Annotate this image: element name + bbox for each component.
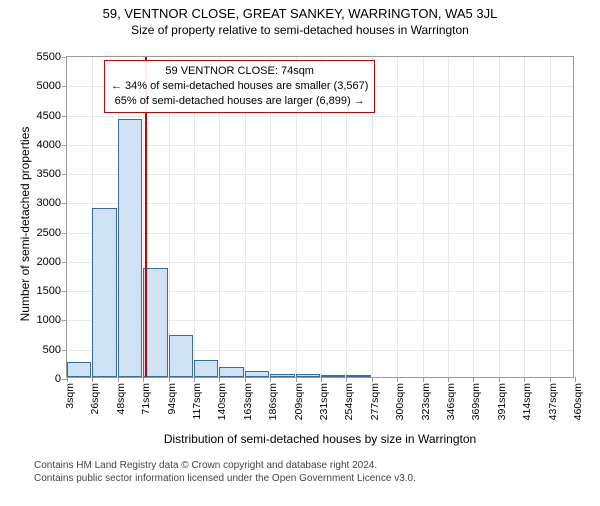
x-tick-label: 277sqm bbox=[369, 383, 381, 420]
histogram-bar bbox=[270, 374, 294, 378]
grid-line-v bbox=[550, 57, 551, 377]
y-tick-mark bbox=[62, 174, 67, 175]
grid-line-v bbox=[423, 57, 424, 377]
y-tick-label: 3500 bbox=[37, 168, 61, 180]
histogram-bar bbox=[67, 362, 91, 377]
x-tick-label: 117sqm bbox=[191, 383, 203, 420]
x-tick-mark bbox=[270, 377, 271, 382]
y-tick-mark bbox=[62, 233, 67, 234]
y-tick-mark bbox=[62, 57, 67, 58]
y-tick-label: 4000 bbox=[37, 139, 61, 151]
histogram-bar bbox=[92, 208, 116, 377]
x-tick-mark bbox=[92, 377, 93, 382]
x-tick-label: 323sqm bbox=[420, 383, 432, 420]
x-tick-label: 48sqm bbox=[115, 383, 127, 415]
y-tick-label: 2500 bbox=[37, 227, 61, 239]
x-tick-mark bbox=[499, 377, 500, 382]
x-tick-mark bbox=[397, 377, 398, 382]
x-tick-label: 300sqm bbox=[394, 383, 406, 420]
y-tick-mark bbox=[62, 350, 67, 351]
x-tick-mark bbox=[245, 377, 246, 382]
histogram-bar bbox=[169, 335, 193, 377]
x-tick-label: 71sqm bbox=[140, 383, 152, 415]
x-tick-label: 231sqm bbox=[318, 383, 330, 420]
histogram-bar bbox=[296, 374, 320, 378]
page-title: 59, VENTNOR CLOSE, GREAT SANKEY, WARRING… bbox=[0, 6, 600, 21]
y-tick-label: 1500 bbox=[37, 285, 61, 297]
x-tick-mark bbox=[423, 377, 424, 382]
y-tick-label: 5000 bbox=[37, 80, 61, 92]
grid-line-v bbox=[524, 57, 525, 377]
y-tick-mark bbox=[62, 262, 67, 263]
grid-line-v bbox=[448, 57, 449, 377]
x-tick-mark bbox=[550, 377, 551, 382]
x-tick-mark bbox=[524, 377, 525, 382]
x-tick-mark bbox=[321, 377, 322, 382]
y-tick-label: 2000 bbox=[37, 256, 61, 268]
x-tick-mark bbox=[473, 377, 474, 382]
grid-line-v bbox=[473, 57, 474, 377]
x-tick-label: 140sqm bbox=[216, 383, 228, 420]
x-tick-mark bbox=[346, 377, 347, 382]
y-tick-mark bbox=[62, 116, 67, 117]
y-axis-title: Number of semi-detached properties bbox=[18, 104, 32, 344]
y-tick-label: 5500 bbox=[37, 51, 61, 63]
page-subtitle: Size of property relative to semi-detach… bbox=[0, 23, 600, 37]
y-tick-label: 4500 bbox=[37, 110, 61, 122]
histogram-bar bbox=[194, 360, 218, 377]
x-tick-label: 26sqm bbox=[89, 383, 101, 415]
y-tick-mark bbox=[62, 203, 67, 204]
callout-box: 59 VENTNOR CLOSE: 74sqm ← 34% of semi-de… bbox=[104, 60, 375, 113]
grid-line-v bbox=[499, 57, 500, 377]
y-tick-label: 3000 bbox=[37, 197, 61, 209]
x-tick-label: 3sqm bbox=[64, 383, 76, 409]
x-tick-label: 186sqm bbox=[267, 383, 279, 420]
histogram-bar bbox=[219, 367, 243, 377]
x-tick-label: 391sqm bbox=[496, 383, 508, 420]
y-tick-mark bbox=[62, 291, 67, 292]
grid-line-v bbox=[397, 57, 398, 377]
x-tick-mark bbox=[296, 377, 297, 382]
x-tick-label: 346sqm bbox=[445, 383, 457, 420]
histogram-bar bbox=[245, 371, 269, 377]
y-tick-label: 0 bbox=[55, 373, 61, 385]
y-tick-mark bbox=[62, 145, 67, 146]
x-tick-label: 414sqm bbox=[521, 383, 533, 420]
attribution-line-1: Contains HM Land Registry data © Crown c… bbox=[34, 460, 416, 473]
histogram-bar bbox=[346, 375, 370, 377]
x-tick-mark bbox=[575, 377, 576, 382]
x-tick-mark bbox=[169, 377, 170, 382]
x-tick-mark bbox=[143, 377, 144, 382]
y-tick-mark bbox=[62, 320, 67, 321]
x-tick-mark bbox=[372, 377, 373, 382]
x-tick-label: 94sqm bbox=[166, 383, 178, 415]
attribution-text: Contains HM Land Registry data © Crown c… bbox=[34, 460, 416, 485]
y-tick-mark bbox=[62, 86, 67, 87]
x-tick-label: 254sqm bbox=[343, 383, 355, 420]
histogram-bar bbox=[118, 119, 142, 377]
x-tick-mark bbox=[448, 377, 449, 382]
y-tick-label: 1000 bbox=[37, 314, 61, 326]
attribution-line-2: Contains public sector information licen… bbox=[34, 473, 416, 486]
y-tick-label: 500 bbox=[43, 344, 61, 356]
histogram-bar bbox=[321, 375, 345, 377]
x-tick-mark bbox=[194, 377, 195, 382]
callout-line-3: 65% of semi-detached houses are larger (… bbox=[111, 94, 368, 109]
x-tick-mark bbox=[67, 377, 68, 382]
x-tick-label: 460sqm bbox=[572, 383, 584, 420]
x-tick-label: 437sqm bbox=[547, 383, 559, 420]
x-tick-label: 369sqm bbox=[470, 383, 482, 420]
x-tick-mark bbox=[219, 377, 220, 382]
x-axis-title: Distribution of semi-detached houses by … bbox=[66, 432, 574, 446]
callout-line-2: ← 34% of semi-detached houses are smalle… bbox=[111, 79, 368, 94]
x-tick-label: 209sqm bbox=[293, 383, 305, 420]
callout-line-1: 59 VENTNOR CLOSE: 74sqm bbox=[111, 64, 368, 79]
x-tick-mark bbox=[118, 377, 119, 382]
x-tick-label: 163sqm bbox=[242, 383, 254, 420]
